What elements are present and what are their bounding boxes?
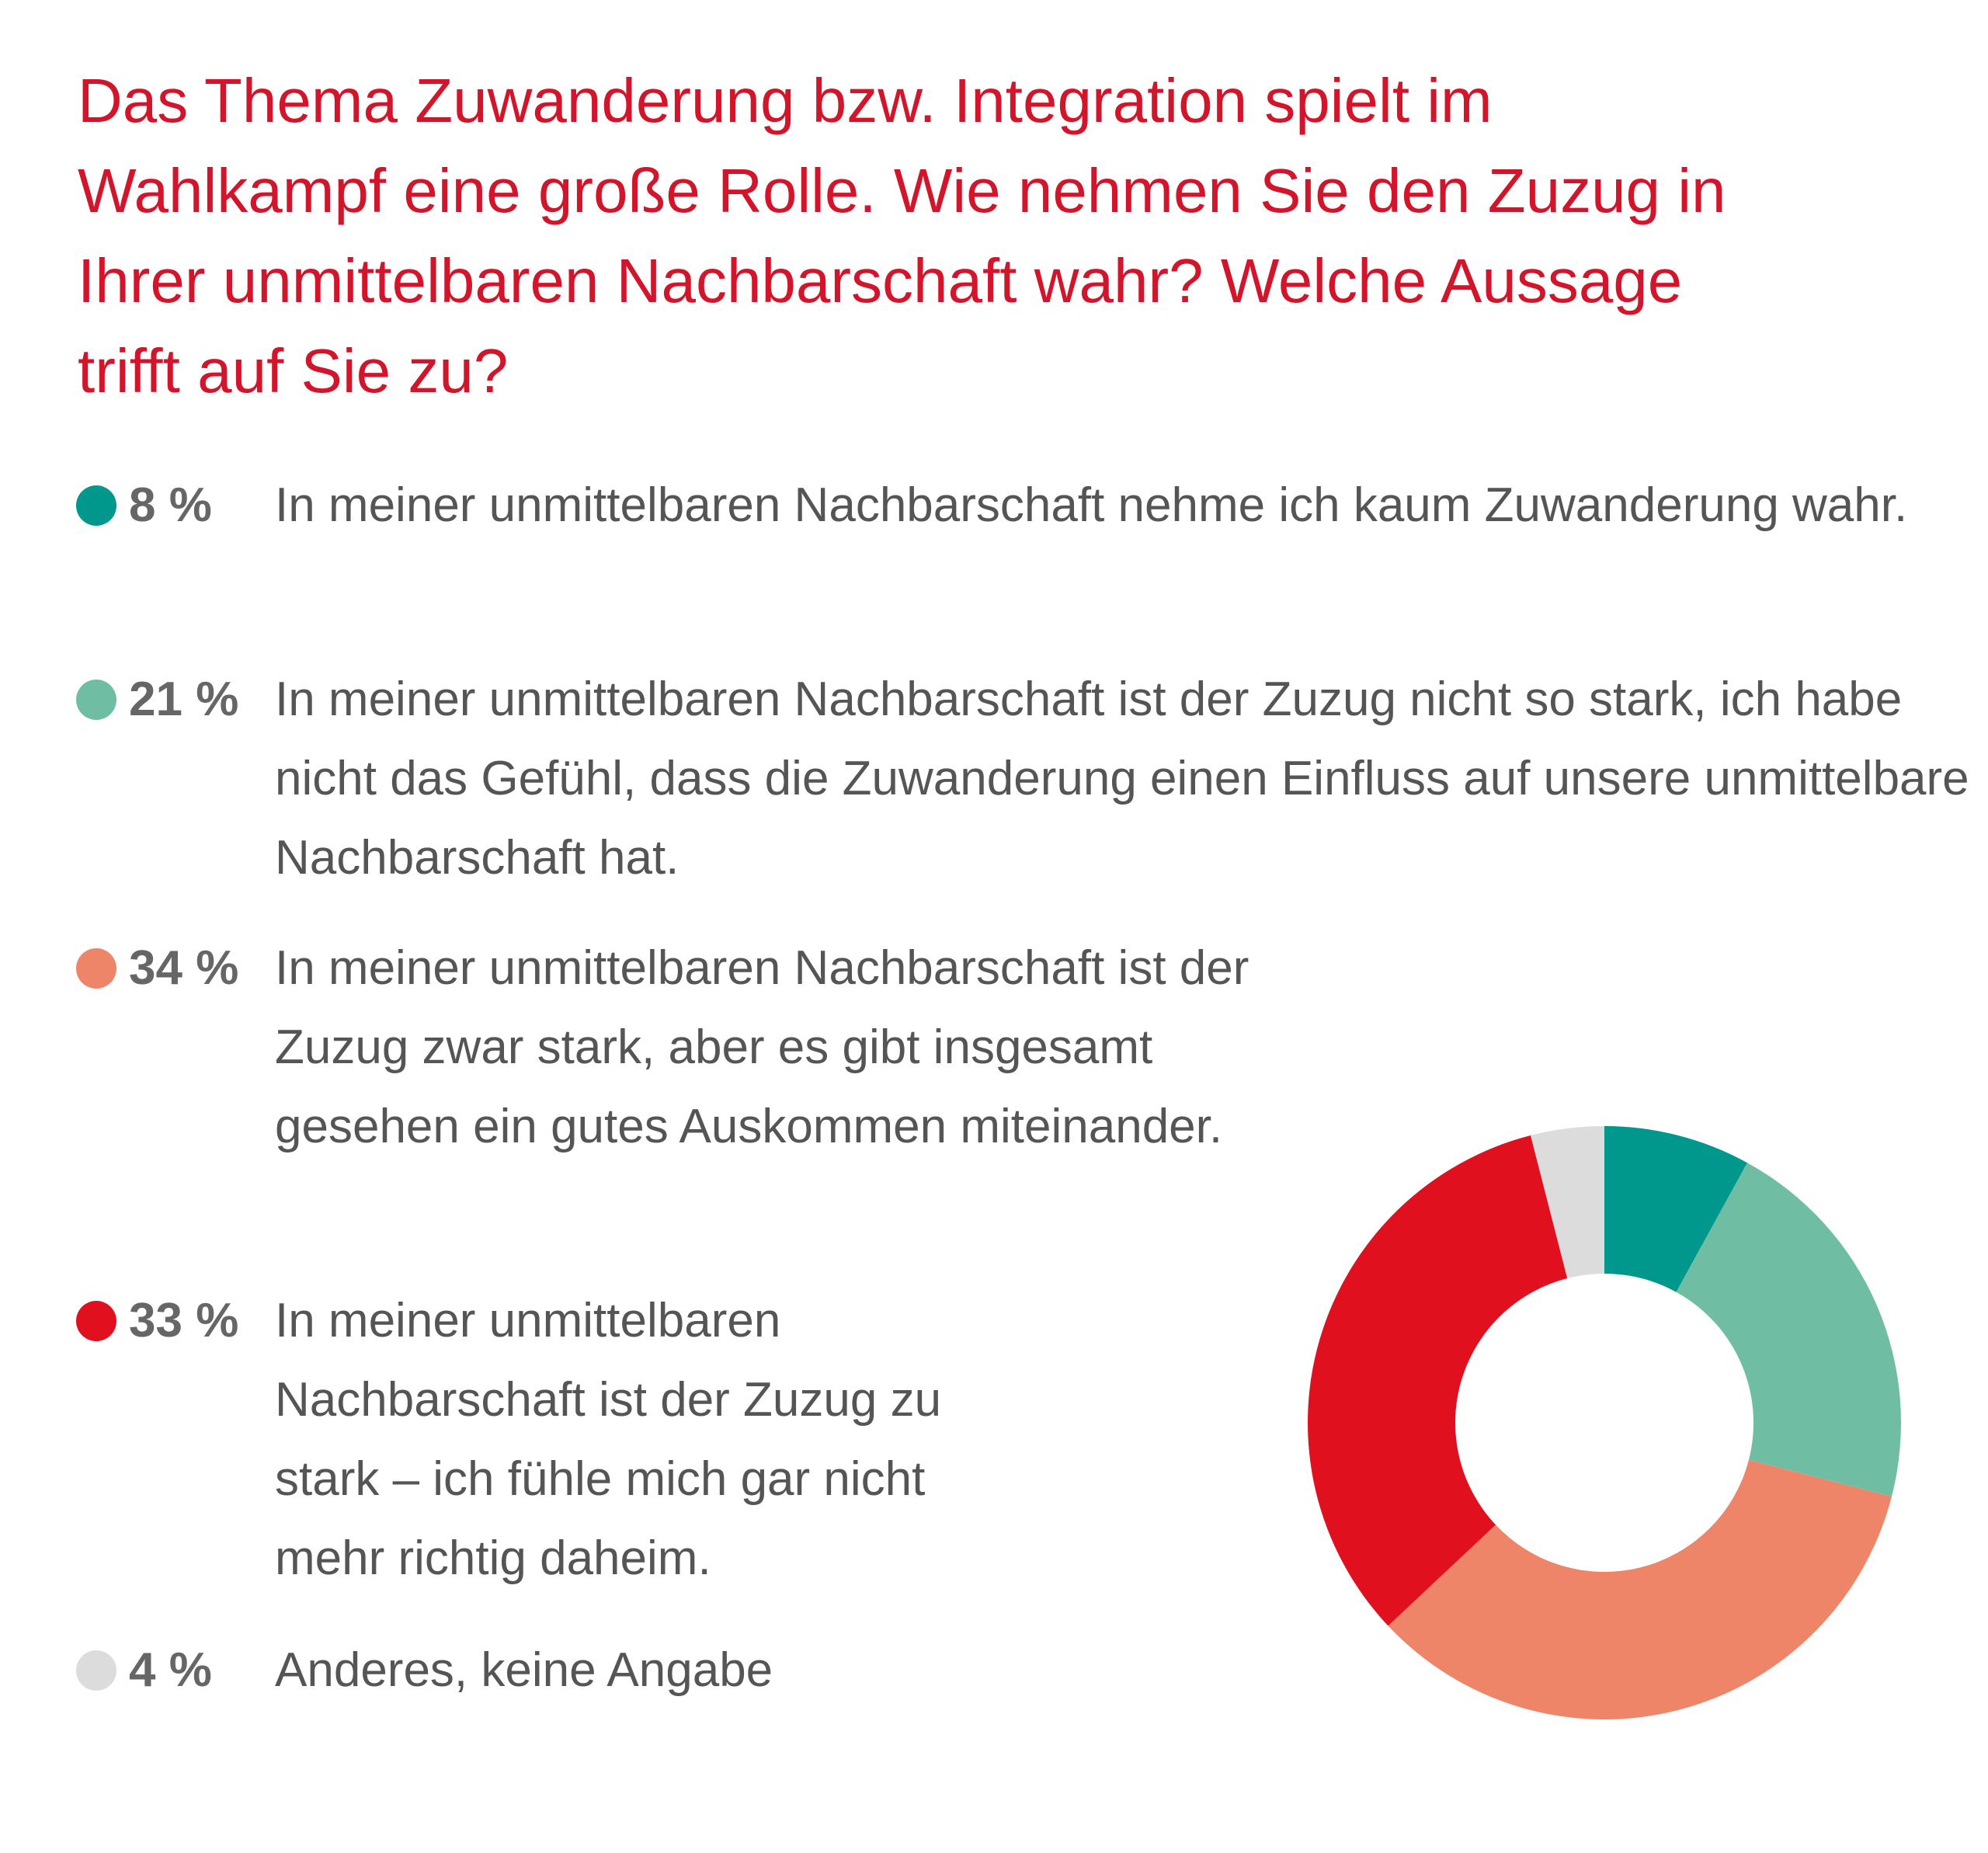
legend-swatch [76,680,116,720]
legend-swatch [76,1301,116,1341]
legend-item: 4 % Anderes, keine Angabe [76,1631,1983,1710]
value-label: 33 % [129,1294,239,1347]
donut-slice [1676,1163,1902,1497]
legend-label: In meiner unmittelbaren Nachbarschaft is… [275,1294,942,1585]
legend-item: 33 % In meiner unmittelbaren Nachbarschaf… [76,1281,1020,1598]
donut-slice [1531,1126,1604,1279]
legend-item: 34 % In meiner unmittelbaren Nachbarschaf… [76,929,1284,1166]
legend-swatch [76,485,116,526]
legend-label: In meiner unmittelbaren Nachbarschaft is… [275,673,1969,885]
donut-slice [1388,1459,1892,1720]
legend-swatch [76,948,116,989]
legend-swatch [76,1650,116,1691]
value-label: 21 % [129,673,239,726]
chart-title: Das Thema Zuwanderung bzw. Integration s… [78,66,1726,405]
value-label: 4 % [129,1643,212,1697]
legend-item: 8 % In meiner unmittelbaren Nachbarschaft… [76,466,1983,545]
donut-slice [1604,1126,1748,1292]
legend-label: In meiner unmittelbaren Nachbarschaft ne… [275,478,1908,532]
legend-label: Anderes, keine Angabe [275,1643,773,1697]
donut-slice [1307,1135,1568,1626]
legend-item: 21 % In meiner unmittelbaren Nachbarschaf… [76,660,1983,898]
value-label: 8 % [129,478,212,532]
value-label: 34 % [129,941,239,995]
legend-label: In meiner unmittelbaren Nachbarschaft is… [275,941,1249,1153]
